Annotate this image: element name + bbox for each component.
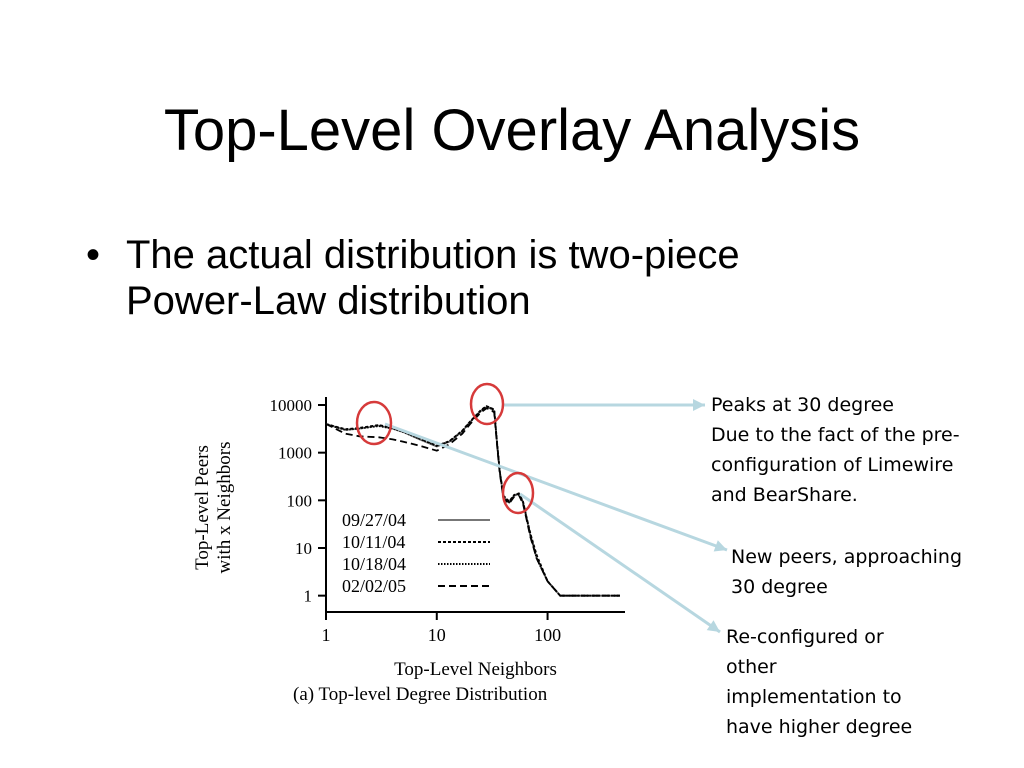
- series-line-02-02-05: [325, 407, 620, 597]
- degree-distribution-chart: 1 10 100 1000 10000 1 10 100 Top-Level Neighbors…: [180, 380, 640, 710]
- highlight-circle-reconfigured: [501, 471, 535, 515]
- callout-arrow-reconfigured-head: [706, 620, 720, 632]
- bullet-dot: •: [86, 233, 101, 277]
- bullet-line-1: The actual distribution is two-piece: [126, 233, 740, 277]
- annotation-new-peers: New peers, approaching 30 degree: [731, 542, 962, 602]
- legend-label: 10/11/04: [342, 532, 405, 552]
- annotation-peaks-line: Due to the fact of the pre-: [711, 424, 960, 446]
- slide-title: Top-Level Overlay Analysis: [163, 98, 861, 163]
- legend-label: 09/27/04: [342, 510, 406, 530]
- annotation-new-peers-line: New peers, approaching: [731, 546, 963, 568]
- annotation-peaks-line: and BearShare.: [711, 484, 858, 506]
- y-axis-label: with x Neighbors: [214, 442, 235, 574]
- bullet-item: • The actual distribution is two-piece P…: [84, 232, 904, 324]
- annotation-peaks-line: configuration of Limewire: [711, 454, 954, 476]
- y-axis-label: Top-Level Peers: [192, 445, 213, 570]
- annotation-reconfigured-line: Re-configured or: [726, 626, 884, 648]
- chart-svg: 1 10 100 1000 10000 1 10 100 Top-Level Neighbors…: [192, 396, 625, 705]
- callout-arrow-reconfigured: [519, 492, 721, 634]
- legend-label: 10/18/04: [342, 554, 406, 574]
- annotation-reconfigured-line: have higher degree: [726, 716, 913, 738]
- bullet-list: • The actual distribution is two-piece P…: [84, 232, 904, 324]
- highlight-circle-new-peers: [355, 400, 393, 446]
- y-tick-label: 100: [287, 491, 313, 510]
- y-tick-label: 1: [304, 587, 313, 606]
- y-tick-label: 10: [295, 539, 312, 558]
- legend-label: 02/02/05: [342, 576, 406, 596]
- callout-arrow-peaks-head: [693, 399, 705, 411]
- callout-arrow-new-peers: [384, 422, 728, 552]
- x-axis-label: Top-Level Neighbors: [394, 659, 557, 680]
- chart-caption: (a) Top-level Degree Distribution: [293, 684, 548, 705]
- annotation-new-peers-line: 30 degree: [731, 576, 828, 598]
- y-tick-label: 1000: [278, 444, 312, 463]
- x-tick-label: 100: [534, 625, 561, 645]
- annotation-reconfigured: Re-configured or other implementation to…: [726, 622, 912, 742]
- annotation-reconfigured-line: implementation to: [726, 686, 902, 708]
- highlight-circle-peaks: [469, 382, 505, 426]
- annotation-peaks-line: Peaks at 30 degree: [711, 394, 894, 416]
- x-tick-label: 1: [322, 625, 331, 645]
- y-tick-label: 10000: [270, 396, 313, 415]
- callout-arrow-new-peers-head: [713, 540, 727, 552]
- annotation-reconfigured-line: other: [726, 656, 777, 678]
- bullet-line-2: Power-Law distribution: [126, 279, 531, 323]
- x-tick-label: 10: [428, 625, 446, 645]
- annotation-peaks: Peaks at 30 degree Due to the fact of th…: [711, 390, 960, 510]
